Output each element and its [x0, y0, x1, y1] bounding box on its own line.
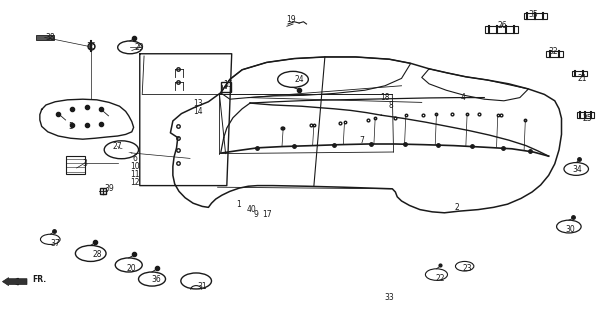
Text: 40: 40 [246, 205, 256, 214]
Bar [485, 26, 519, 33]
Text: 30: 30 [565, 225, 575, 234]
Text: 15: 15 [223, 80, 233, 89]
Text: 39: 39 [104, 184, 114, 193]
Text: 17: 17 [262, 210, 272, 219]
Text: 25: 25 [582, 114, 592, 123]
Text: 14: 14 [193, 108, 203, 116]
Text: 37: 37 [50, 239, 60, 248]
Text: 24: 24 [294, 76, 304, 84]
Text: 16: 16 [86, 42, 96, 51]
Text: 9: 9 [254, 210, 259, 219]
Bar [546, 51, 563, 57]
Text: 13: 13 [193, 100, 203, 108]
Text: 23: 23 [462, 264, 472, 273]
Bar [571, 71, 587, 76]
Text: 22: 22 [435, 274, 445, 283]
Text: 28: 28 [92, 250, 102, 259]
Text: 20: 20 [127, 264, 137, 273]
Text: 8: 8 [388, 101, 393, 110]
Text: 34: 34 [573, 165, 582, 174]
Text: 11: 11 [130, 170, 140, 179]
Text: 5: 5 [68, 122, 73, 131]
Text: 35: 35 [528, 10, 538, 19]
Text: 7: 7 [359, 136, 364, 145]
Text: 38: 38 [45, 33, 55, 42]
Text: 19: 19 [286, 15, 296, 24]
Text: 27: 27 [113, 142, 123, 151]
FancyArrow shape [2, 278, 27, 285]
Text: 6: 6 [132, 154, 137, 163]
Text: 32: 32 [548, 47, 558, 56]
Text: 2: 2 [454, 204, 459, 212]
Text: 29: 29 [135, 43, 145, 52]
Text: 1: 1 [237, 200, 242, 209]
Text: 31: 31 [197, 282, 207, 291]
Text: 4: 4 [460, 93, 465, 102]
Text: 10: 10 [130, 162, 140, 171]
Bar [524, 13, 547, 19]
Text: 26: 26 [498, 21, 508, 30]
Text: 3: 3 [82, 159, 87, 168]
Bar [577, 112, 594, 118]
FancyBboxPatch shape [36, 35, 54, 40]
Text: FR.: FR. [32, 276, 46, 284]
Text: 33: 33 [384, 293, 394, 302]
Text: 36: 36 [151, 276, 161, 284]
Text: 12: 12 [130, 178, 140, 187]
Text: 18: 18 [380, 93, 390, 102]
Text: 21: 21 [577, 74, 587, 83]
